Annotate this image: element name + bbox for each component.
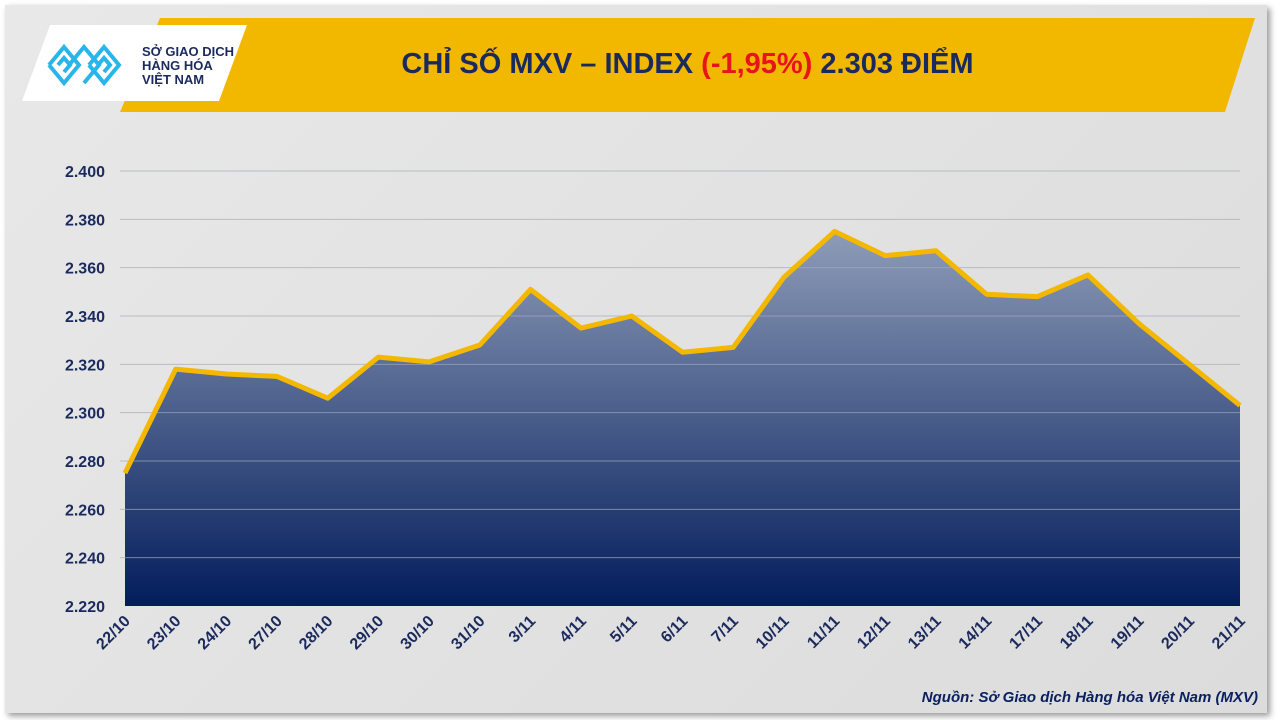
mxv-logo: SỞ GIAO DỊCH HÀNG HÓA VIỆT NAM bbox=[22, 25, 247, 101]
logo-line-3: VIỆT NAM bbox=[142, 72, 205, 87]
mxv-logo-icon bbox=[44, 25, 134, 101]
logo-text: SỞ GIAO DỊCH HÀNG HÓA VIỆT NAM bbox=[142, 45, 252, 87]
title-banner bbox=[120, 18, 1255, 112]
logo-line-2: HÀNG HÓA bbox=[142, 58, 213, 73]
chart-title: CHỈ SỐ MXV – INDEX (-1,95%) 2.303 ĐIỂM bbox=[120, 48, 1255, 81]
title-value: 2.303 ĐIỂM bbox=[820, 48, 974, 80]
source-note: Nguồn: Sở Giao dịch Hàng hóa Việt Nam (M… bbox=[921, 689, 1258, 706]
title-change: (-1,95%) bbox=[701, 48, 813, 80]
logo-line-1: SỞ GIAO DỊCH bbox=[142, 44, 234, 59]
title-prefix: CHỈ SỐ MXV – INDEX bbox=[401, 48, 694, 80]
